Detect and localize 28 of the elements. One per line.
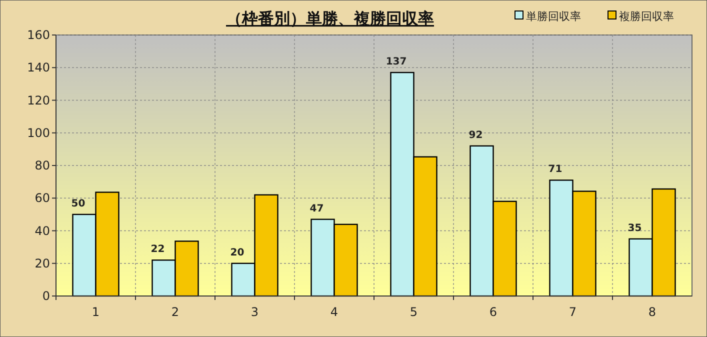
legend-label: 複勝回収率 [619,10,674,23]
y-tick-label: 60 [34,191,50,206]
x-tick-label: 8 [648,305,656,319]
legend-label: 単勝回収率 [526,10,581,23]
data-label: 35 [628,222,642,234]
data-label: 50 [71,198,86,210]
x-tick-label: 4 [330,305,338,319]
y-tick-label: 40 [34,224,50,238]
chart-title: （枠番別）単勝、複勝回収率 [226,9,434,28]
x-tick-label: 3 [250,305,259,319]
y-tick-label: 140 [27,60,50,75]
data-label: 47 [310,203,324,214]
data-label: 20 [230,247,244,258]
data-label: 71 [548,164,562,176]
x-tick-label: 6 [489,305,498,319]
y-tick-label: 80 [34,158,50,172]
data-label: 92 [468,130,483,141]
y-tick-label: 120 [27,93,50,108]
y-tick-label: 0 [42,289,50,303]
x-tick-label: 5 [410,305,418,319]
x-tick-label: 1 [92,305,100,319]
x-tick-label: 2 [171,305,180,319]
y-tick-label: 160 [27,28,50,42]
x-tick-label: 7 [568,305,577,319]
data-label: 22 [150,244,165,256]
y-tick-label: 20 [34,256,50,270]
data-label: 137 [386,56,407,68]
y-tick-label: 100 [27,126,50,140]
